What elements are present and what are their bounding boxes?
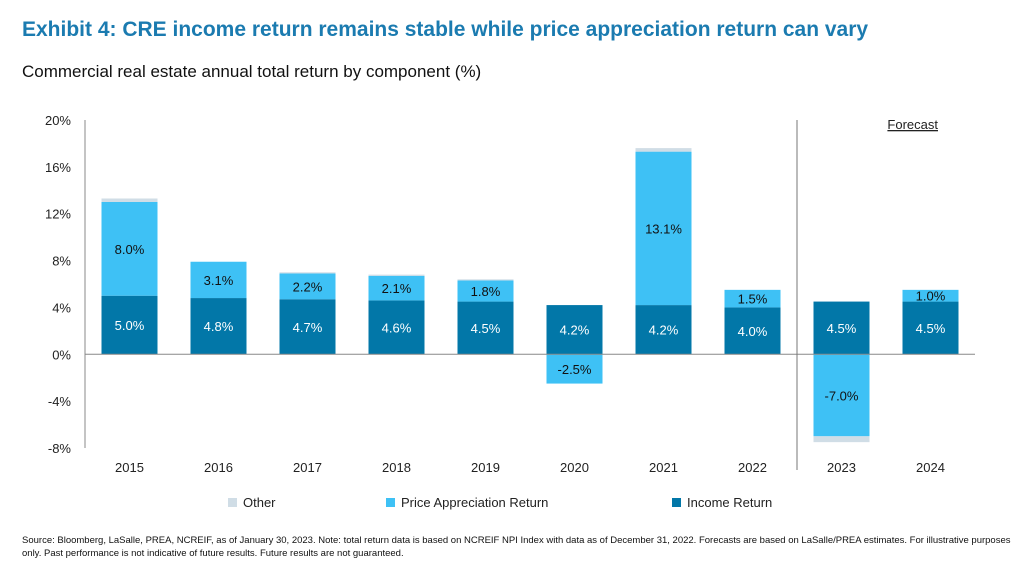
legend-swatch-income [672,498,681,507]
forecast-label: Forecast [887,117,938,132]
data-label: 3.1% [204,273,234,288]
bar-price-appreciation-return-2021 [635,151,692,306]
y-tick-label: 8% [52,254,71,269]
data-label: 4.2% [560,323,590,338]
bar-price-appreciation-return-2020 [546,354,603,384]
y-tick-label: 4% [52,300,71,315]
data-label: 4.5% [827,321,857,336]
data-label: 8.0% [115,242,145,257]
legend-label: Other [243,495,276,510]
bar-income-return-2021 [635,305,692,355]
x-tick-label: 2020 [560,460,589,475]
data-label: 1.0% [916,289,946,304]
bar-other-2023 [813,436,870,443]
legend-item-other: Other [228,495,276,510]
bar-income-return-2020 [546,305,603,355]
chart-subtitle: Commercial real estate annual total retu… [22,62,482,81]
x-tick-label: 2024 [916,460,945,475]
data-label: 4.0% [738,324,768,339]
x-tick-label: 2016 [204,460,233,475]
bar-income-return-2024 [902,301,959,355]
chart-title: Exhibit 4: CRE income return remains sta… [22,18,869,41]
legend-label: Income Return [687,495,773,510]
x-tick-label: 2015 [115,460,144,475]
source-note: Source: Bloomberg, LaSalle, PREA, NCREIF… [22,535,1011,559]
y-tick-label: 20% [45,113,71,128]
x-tick-label: 2021 [649,460,678,475]
bar-other-2019 [457,279,514,281]
data-label: -7.0% [825,388,859,403]
data-label: 13.1% [645,221,682,236]
y-tick-label: 0% [52,347,71,362]
bar-income-return-2017 [279,299,336,355]
data-label: 4.2% [649,323,679,338]
bar-price-appreciation-return-2018 [368,275,425,301]
y-tick-label: 16% [45,160,71,175]
bar-price-appreciation-return-2024 [902,289,959,302]
y-tick-label: -4% [48,394,72,409]
legend-item-income: Income Return [672,495,772,510]
bar-price-appreciation-return-2016 [190,261,247,299]
legend-swatch-price [386,498,395,507]
x-tick-label: 2017 [293,460,322,475]
x-tick-label: 2018 [382,460,411,475]
bar-income-return-2018 [368,300,425,355]
data-label: 4.7% [293,320,323,335]
data-label: 4.5% [916,321,946,336]
bar-income-return-2023 [813,301,870,355]
data-label: 5.0% [115,318,145,333]
y-tick-label: 12% [45,207,71,222]
x-tick-label: 2019 [471,460,500,475]
data-label: 2.2% [293,279,323,294]
bar-other-2018 [368,274,425,276]
bar-price-appreciation-return-2022 [724,289,781,308]
data-label: 4.6% [382,320,412,335]
data-label: 1.5% [738,292,768,307]
bar-price-appreciation-return-2019 [457,280,514,302]
bar-income-return-2016 [190,298,247,355]
data-label: 4.8% [204,319,234,334]
legend-label: Price Appreciation Return [401,495,549,510]
bar-income-return-2015 [101,295,158,355]
bar-other-2015 [101,198,158,202]
bar-price-appreciation-return-2015 [101,202,158,296]
data-label: 1.8% [471,284,501,299]
bar-income-return-2022 [724,307,781,355]
bar-income-return-2019 [457,301,514,355]
data-label: 2.1% [382,281,412,296]
bar-other-2017 [279,272,336,274]
data-label: -2.5% [558,362,592,377]
bar-other-2021 [635,148,692,152]
y-tick-label: -8% [48,441,72,456]
x-tick-label: 2022 [738,460,767,475]
bar-price-appreciation-return-2017 [279,273,336,300]
x-tick-label: 2023 [827,460,856,475]
bar-price-appreciation-return-2023 [813,354,870,437]
legend-item-price: Price Appreciation Return [386,495,548,510]
legend-swatch-other [228,498,237,507]
data-label: 4.5% [471,321,501,336]
